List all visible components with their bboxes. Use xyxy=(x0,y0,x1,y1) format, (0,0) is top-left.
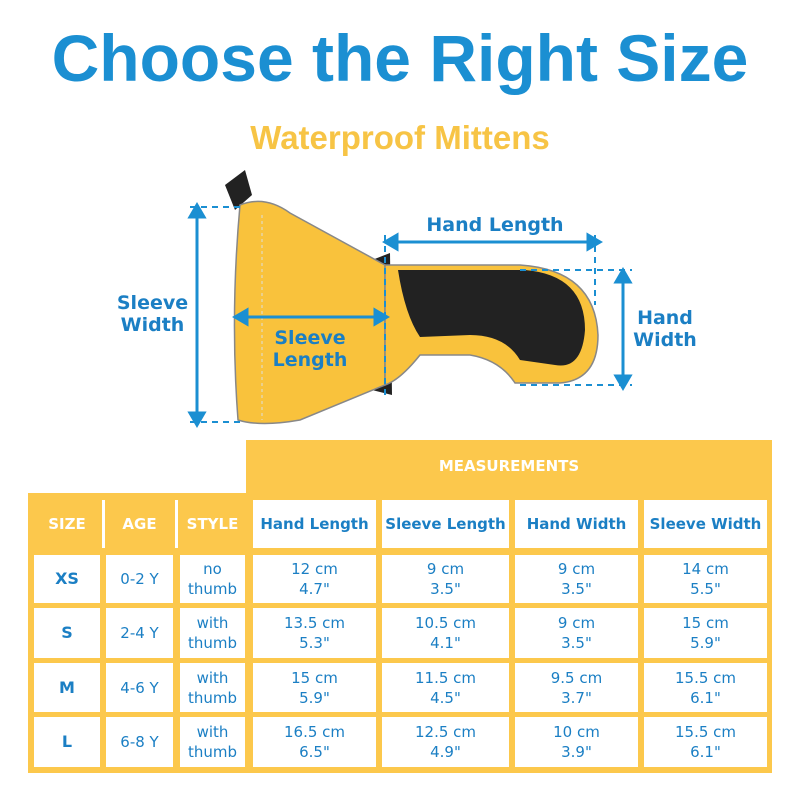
size-cell: XS xyxy=(34,555,100,603)
measurements-header: MEASUREMENTS xyxy=(438,457,580,475)
column-header: STYLE xyxy=(186,515,239,533)
mitten-diagram xyxy=(187,170,633,428)
table-cell: 12.5 cm 4.9" xyxy=(382,717,509,767)
table-cell: 0-2 Y xyxy=(106,555,173,603)
table-cell: 13.5 cm 5.3" xyxy=(253,608,376,658)
size-cell: L xyxy=(34,717,100,767)
table-cell: 15.5 cm 6.1" xyxy=(644,717,767,767)
table-cell: with thumb xyxy=(180,717,245,767)
size-cell: S xyxy=(34,608,100,658)
table-cell: 9.5 cm 3.7" xyxy=(515,663,638,712)
sleeve-width-label: Sleeve Width xyxy=(116,292,189,336)
dimension-arrows xyxy=(187,202,633,428)
sleeve-length-label: Sleeve Length xyxy=(272,327,348,371)
page-subtitle: Waterproof Mittens xyxy=(250,119,550,156)
column-header: Hand Length xyxy=(253,500,376,548)
table-cell: 15.5 cm 6.1" xyxy=(644,663,767,712)
table-cell: 10.5 cm 4.1" xyxy=(382,608,509,658)
table-cell: 9 cm 3.5" xyxy=(515,555,638,603)
hand-length-label: Hand Length xyxy=(426,214,564,236)
column-header: AGE xyxy=(122,515,157,533)
mitten-illustration xyxy=(225,170,599,425)
table-cell: 15 cm 5.9" xyxy=(644,608,767,658)
table-cell: 10 cm 3.9" xyxy=(515,717,638,767)
column-header: Sleeve Length xyxy=(382,500,509,548)
size-cell: M xyxy=(34,663,100,712)
table-cell: 16.5 cm 6.5" xyxy=(253,717,376,767)
table-cell: 9 cm 3.5" xyxy=(515,608,638,658)
hand-width-label: Hand Width xyxy=(633,307,697,351)
header-divider xyxy=(175,500,178,548)
header-divider xyxy=(102,500,105,548)
table-cell: 15 cm 5.9" xyxy=(253,663,376,712)
table-cell: 6-8 Y xyxy=(106,717,173,767)
table-cell: 14 cm 5.5" xyxy=(644,555,767,603)
page-title: Choose the Right Size xyxy=(51,21,749,95)
column-header: Hand Width xyxy=(515,500,638,548)
table-cell: 12 cm 4.7" xyxy=(253,555,376,603)
table-cell: 11.5 cm 4.5" xyxy=(382,663,509,712)
title-container: Choose the Right Size xyxy=(0,18,800,98)
table-cell: no thumb xyxy=(180,555,245,603)
table-cell: 4-6 Y xyxy=(106,663,173,712)
column-header: SIZE xyxy=(48,515,86,533)
table-cell: 9 cm 3.5" xyxy=(382,555,509,603)
dimension-guides xyxy=(190,206,632,423)
column-header: Sleeve Width xyxy=(644,500,767,548)
measurements-header-band xyxy=(246,440,772,500)
table-cell: with thumb xyxy=(180,608,245,658)
table-cell: 2-4 Y xyxy=(106,608,173,658)
table-cell: with thumb xyxy=(180,663,245,712)
